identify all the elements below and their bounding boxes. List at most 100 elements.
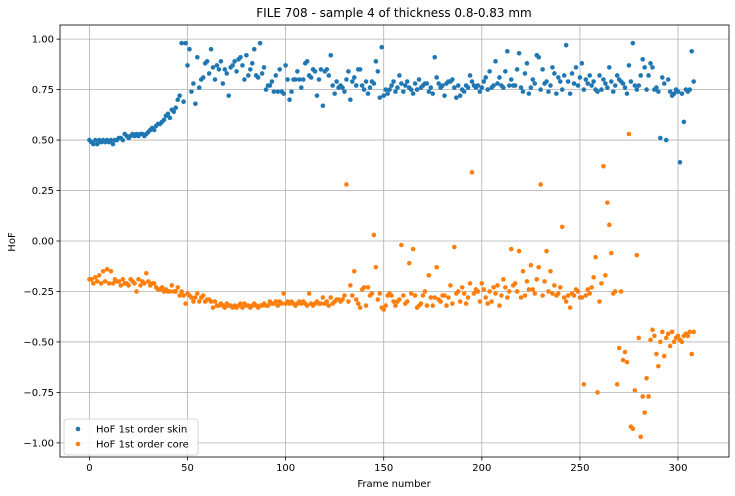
data-point: [495, 283, 500, 288]
data-point: [287, 97, 292, 102]
data-point: [351, 75, 357, 80]
data-point: [367, 85, 373, 90]
data-point: [546, 89, 551, 94]
data-point: [249, 61, 255, 66]
data-point: [469, 170, 475, 175]
data-point: [514, 289, 520, 294]
data-point: [281, 291, 286, 296]
data-point: [485, 87, 490, 92]
x-tick-label: 250: [570, 463, 589, 474]
data-point: [363, 303, 369, 308]
data-point: [481, 287, 487, 292]
data-point: [304, 59, 310, 64]
data-point: [94, 141, 100, 147]
data-point: [326, 73, 332, 78]
data-point: [679, 91, 685, 96]
data-point: [644, 87, 649, 92]
data-point: [461, 291, 467, 296]
data-point: [557, 285, 563, 290]
data-point: [159, 285, 165, 290]
data-point: [526, 287, 532, 292]
y-tick-label: 0.00: [32, 237, 54, 248]
data-point: [440, 83, 445, 88]
data-point: [371, 232, 377, 238]
data-point: [591, 275, 596, 280]
data-point: [251, 46, 257, 52]
data-point: [663, 137, 669, 143]
data-point: [401, 293, 406, 298]
data-point: [506, 289, 512, 294]
data-point: [465, 295, 471, 300]
data-point: [540, 293, 545, 298]
data-point: [501, 277, 506, 282]
data-point: [614, 382, 620, 387]
data-point: [571, 81, 577, 86]
data-point: [110, 281, 116, 286]
data-point: [459, 285, 465, 290]
data-point: [514, 67, 520, 72]
data-point: [238, 54, 243, 60]
data-point: [283, 63, 288, 68]
axis-ticks: 0 50 100 150 200 250 300 −1.00 −0.75 −0.50 −0.25 0.…: [23, 35, 687, 474]
data-point: [487, 69, 492, 74]
data-point: [518, 295, 524, 300]
data-point: [595, 390, 600, 395]
data-point: [634, 87, 640, 92]
data-point: [220, 81, 226, 86]
data-point: [616, 345, 622, 351]
data-point: [136, 277, 141, 282]
data-point: [493, 59, 498, 64]
data-point: [344, 77, 349, 82]
data-point: [381, 93, 387, 98]
data-point: [452, 244, 457, 250]
data-point: [328, 295, 334, 300]
data-point: [495, 81, 500, 86]
y-tick-label: 0.75: [32, 85, 54, 96]
data-point: [544, 248, 549, 254]
data-point: [463, 301, 469, 306]
data-point: [126, 283, 131, 288]
data-point: [271, 89, 277, 94]
data-point: [652, 333, 657, 339]
data-point: [508, 77, 514, 82]
data-point: [457, 299, 463, 304]
data-point: [646, 394, 651, 399]
data-point: [365, 285, 371, 290]
y-tick-label: −0.25: [23, 287, 54, 298]
data-point: [656, 363, 661, 369]
data-point: [461, 89, 467, 94]
data-point: [169, 283, 175, 288]
data-point: [145, 279, 151, 284]
data-point: [357, 67, 363, 72]
data-points: [87, 40, 696, 440]
data-point: [508, 246, 514, 252]
data-point: [255, 75, 261, 80]
data-point: [563, 299, 569, 304]
data-point: [455, 83, 461, 88]
data-point: [565, 79, 571, 84]
data-point: [632, 83, 638, 88]
data-point: [410, 91, 416, 96]
x-tick-label: 100: [276, 463, 295, 474]
data-point: [332, 91, 337, 96]
data-point: [626, 131, 632, 137]
data-point: [479, 85, 485, 90]
data-point: [642, 65, 647, 70]
data-point: [438, 299, 443, 304]
data-point: [597, 299, 602, 304]
data-point: [485, 301, 490, 306]
data-point: [671, 339, 677, 345]
data-point: [638, 73, 644, 78]
data-point: [603, 81, 608, 86]
data-point: [142, 281, 147, 286]
data-point: [204, 59, 210, 64]
data-point: [206, 71, 212, 76]
data-point: [397, 297, 402, 302]
data-point: [516, 50, 522, 56]
data-point: [677, 159, 683, 165]
data-point: [575, 289, 581, 294]
data-point: [550, 291, 555, 296]
data-point: [481, 79, 487, 84]
data-point: [218, 59, 224, 64]
data-point: [387, 87, 392, 92]
